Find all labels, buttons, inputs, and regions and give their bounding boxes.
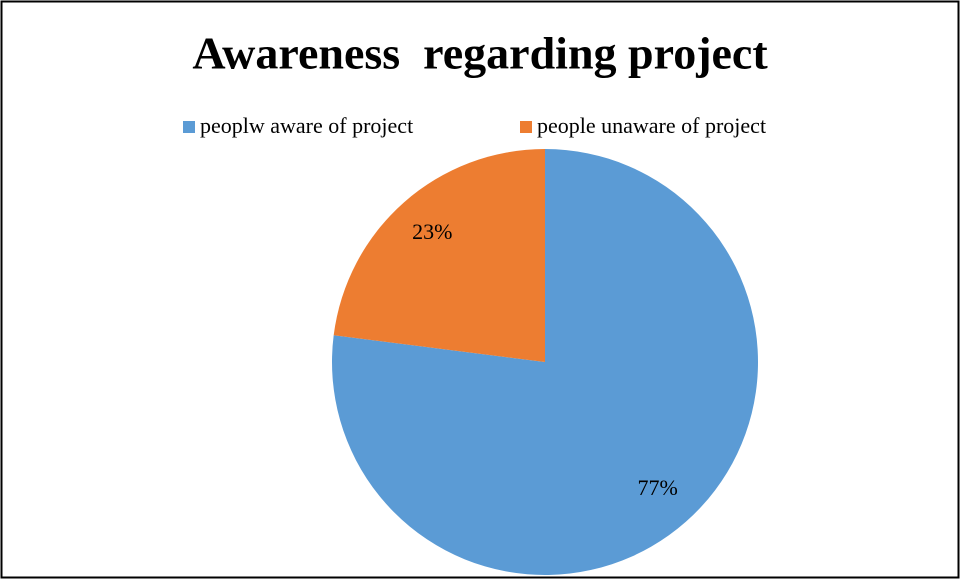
legend-label: people unaware of project — [537, 113, 766, 138]
legend-swatch — [183, 121, 195, 133]
data-label: 23% — [412, 219, 452, 244]
pie-slice — [333, 149, 545, 362]
chart-title: Awareness regarding project — [192, 28, 768, 79]
data-label: 77% — [638, 475, 678, 500]
legend-swatch — [520, 121, 532, 133]
legend-label: peoplw aware of project — [200, 113, 413, 138]
